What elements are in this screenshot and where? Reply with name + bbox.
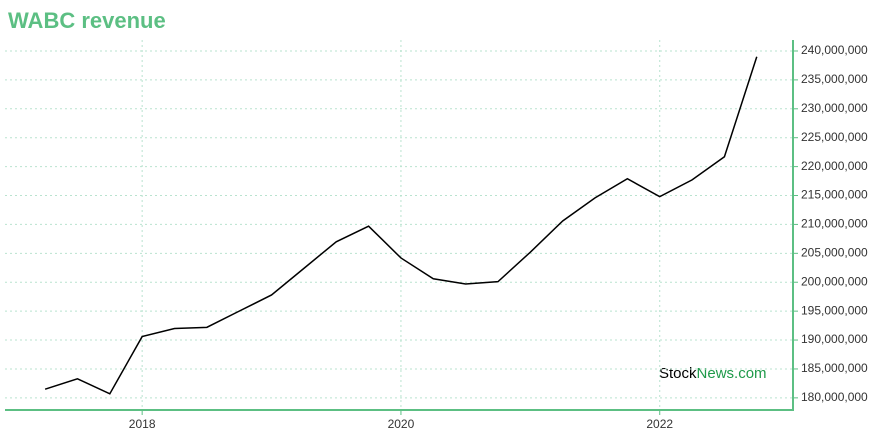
watermark-part: News.com	[697, 365, 767, 382]
y-tick-label: 225,000,000	[801, 130, 868, 144]
x-tick-label: 2018	[129, 417, 156, 431]
y-tick-label: 235,000,000	[801, 72, 868, 86]
x-tick-label: 2020	[388, 417, 415, 431]
y-tick-label: 215,000,000	[801, 188, 868, 202]
y-tick-label: 240,000,000	[801, 43, 868, 57]
y-tick-label: 230,000,000	[801, 101, 868, 115]
y-tick-label: 180,000,000	[801, 390, 868, 404]
y-tick-label: 190,000,000	[801, 332, 868, 346]
y-tick-label: 205,000,000	[801, 246, 868, 260]
chart-title: WABC revenue	[8, 8, 166, 33]
y-tick-label: 200,000,000	[801, 274, 868, 288]
y-tick-label: 210,000,000	[801, 217, 868, 231]
watermark-part: Stock	[659, 365, 697, 382]
y-tick-label: 220,000,000	[801, 159, 868, 173]
data-line	[44, 56, 758, 395]
y-tick-label: 195,000,000	[801, 303, 868, 317]
watermark: StockNews.com	[659, 365, 767, 382]
y-tick-label: 185,000,000	[801, 361, 868, 375]
x-tick-label: 2022	[646, 417, 673, 431]
